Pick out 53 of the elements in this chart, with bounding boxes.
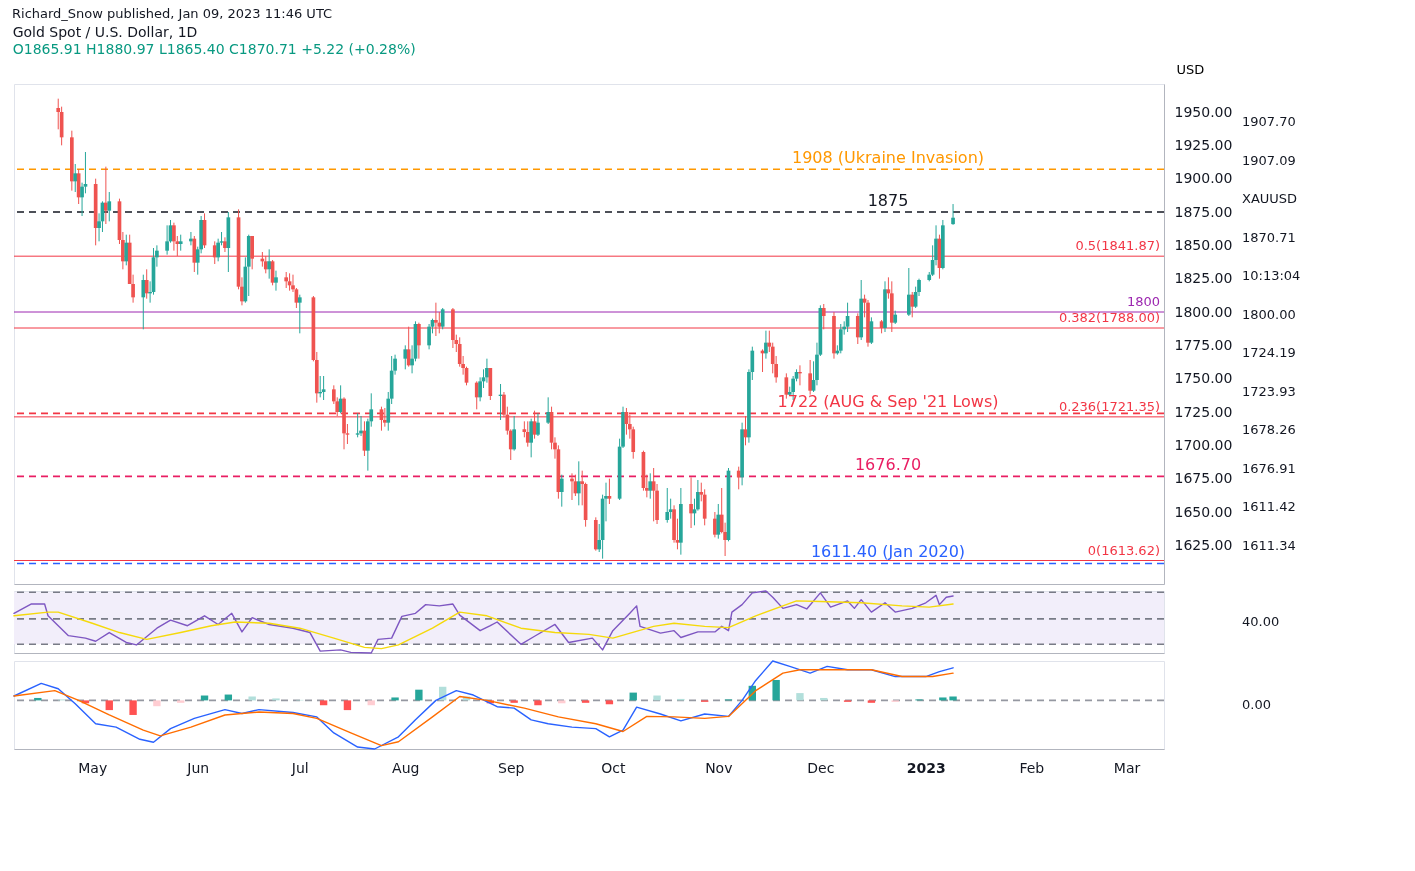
text: 10:13:04 — [1242, 268, 1301, 284]
ref-line-label: 0.382(1788.00) — [1058, 310, 1160, 325]
y-tick-label: 1900.00 — [1174, 170, 1233, 187]
text: 0.00 — [1242, 697, 1271, 712]
ref-line-label: 0.5(1841.87) — [1075, 238, 1160, 254]
x-tick-label: Mar — [1113, 759, 1141, 776]
x-tick-label: Feb — [1019, 759, 1045, 776]
text: 1870.71 — [1242, 229, 1296, 245]
text: 1611.42 — [1242, 499, 1296, 515]
text: 1676.91 — [1242, 460, 1296, 476]
y-tick-label: 1700.00 — [1174, 436, 1233, 453]
x-tick-label: Nov — [705, 759, 733, 776]
y-tick-label: 1875.00 — [1174, 203, 1233, 220]
text: 1724.19 — [1242, 345, 1296, 361]
text: 1678.26 — [1242, 422, 1296, 438]
x-tick-label: May — [78, 759, 108, 776]
text: 1723.93 — [1242, 383, 1296, 399]
x-tick-label: Sep — [498, 759, 525, 776]
ref-line-label: 1875 — [867, 191, 909, 210]
ref-line-label: 1908 (Ukraine Invasion) — [791, 148, 985, 168]
text: 1611.34 — [1242, 537, 1296, 553]
text: 1907.09 — [1242, 152, 1296, 168]
y-tick-label: 1650.00 — [1174, 503, 1233, 520]
y-tick-label: 1750.00 — [1174, 370, 1233, 387]
ref-line-label: 0.236(1721.35) — [1058, 398, 1160, 414]
y-tick-label: 1825.00 — [1174, 270, 1233, 287]
x-tick-label: Aug — [392, 759, 420, 776]
ref-line-label: 1611.40 (Jan 2020) — [810, 542, 966, 562]
y-tick-label: 1950.00 — [1174, 103, 1233, 120]
ref-line-label: 0(1613.62) — [1087, 542, 1160, 558]
ref-line-label: 1676.70 — [854, 455, 922, 475]
x-tick-label: Jun — [186, 759, 210, 776]
ref-line-label: 1722 (AUG & Sep '21 Lows) — [777, 392, 999, 412]
y-tick-label: 1800.00 — [1174, 303, 1233, 320]
x-tick-label: Oct — [601, 759, 626, 776]
y-tick-label: 1725.00 — [1174, 403, 1233, 420]
x-tick-label: Dec — [807, 759, 835, 776]
text: XAUUSD — [1242, 191, 1298, 207]
ref-line-label: 1800 — [1126, 294, 1160, 309]
y-tick-label: 1925.00 — [1174, 136, 1233, 153]
text: Richard_Snow published, Jan 09, 2023 11:46 UTC — [11, 5, 334, 21]
y-axis-title: USD — [1176, 61, 1205, 77]
text: 1907.70 — [1242, 114, 1296, 130]
text: 40.00 — [1242, 614, 1280, 629]
x-tick-label: 2023 — [906, 759, 946, 776]
text: 1800.00 — [1242, 306, 1296, 322]
chart-subtitle: O1865.91 H1880.97 L1865.40 C1870.71 +5.22 (+0.28%) — [12, 40, 416, 57]
y-tick-label: 1625.00 — [1174, 536, 1233, 553]
chart-title: Gold Spot / U.S. Dollar, 1D — [12, 23, 198, 40]
y-tick-label: 1775.00 — [1174, 336, 1233, 353]
y-tick-label: 1850.00 — [1174, 236, 1233, 253]
y-tick-label: 1675.00 — [1174, 470, 1233, 487]
x-tick-label: Jul — [290, 759, 309, 776]
